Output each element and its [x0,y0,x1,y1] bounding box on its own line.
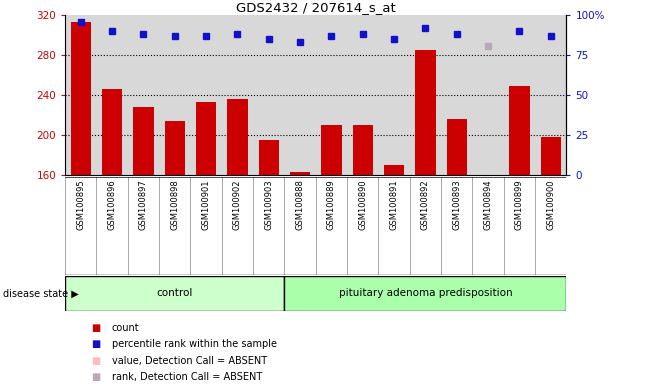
Bar [321,125,342,175]
Text: control: control [156,288,193,298]
Text: GSM100895: GSM100895 [76,180,85,230]
Text: GSM100897: GSM100897 [139,180,148,230]
Bar [133,107,154,175]
Text: GSM100890: GSM100890 [358,180,367,230]
Text: GSM100893: GSM100893 [452,180,461,230]
Text: GSM100891: GSM100891 [389,180,398,230]
Text: percentile rank within the sample: percentile rank within the sample [112,339,277,349]
Text: GSM100892: GSM100892 [421,180,430,230]
Text: GSM100896: GSM100896 [107,180,117,230]
Bar [384,165,404,175]
Bar [258,140,279,175]
Bar [227,99,247,175]
Bar [284,276,566,311]
Text: GSM100902: GSM100902 [233,180,242,230]
Text: ■: ■ [91,339,100,349]
Text: GSM100903: GSM100903 [264,180,273,230]
Bar [415,50,436,175]
Text: GSM100894: GSM100894 [484,180,493,230]
Text: ■: ■ [91,372,100,382]
Bar [196,102,216,175]
Text: GSM100901: GSM100901 [202,180,210,230]
Text: GSM100898: GSM100898 [171,180,179,230]
Text: value, Detection Call = ABSENT: value, Detection Call = ABSENT [112,356,267,366]
Text: rank, Detection Call = ABSENT: rank, Detection Call = ABSENT [112,372,262,382]
Text: ■: ■ [91,356,100,366]
Bar [165,121,185,175]
Bar [353,125,373,175]
Text: GSM100889: GSM100889 [327,180,336,230]
Bar [65,276,284,311]
Text: ■: ■ [91,323,100,333]
Text: count: count [112,323,139,333]
Title: GDS2432 / 207614_s_at: GDS2432 / 207614_s_at [236,1,396,14]
Text: disease state ▶: disease state ▶ [3,288,79,298]
Bar [290,172,311,175]
Bar [509,86,529,175]
Bar [447,119,467,175]
Text: GSM100900: GSM100900 [546,180,555,230]
Bar [478,175,498,176]
Text: pituitary adenoma predisposition: pituitary adenoma predisposition [339,288,512,298]
Text: GSM100888: GSM100888 [296,180,305,230]
Bar [70,22,91,175]
Text: GSM100899: GSM100899 [515,180,524,230]
Bar [540,137,561,175]
Bar [102,89,122,175]
